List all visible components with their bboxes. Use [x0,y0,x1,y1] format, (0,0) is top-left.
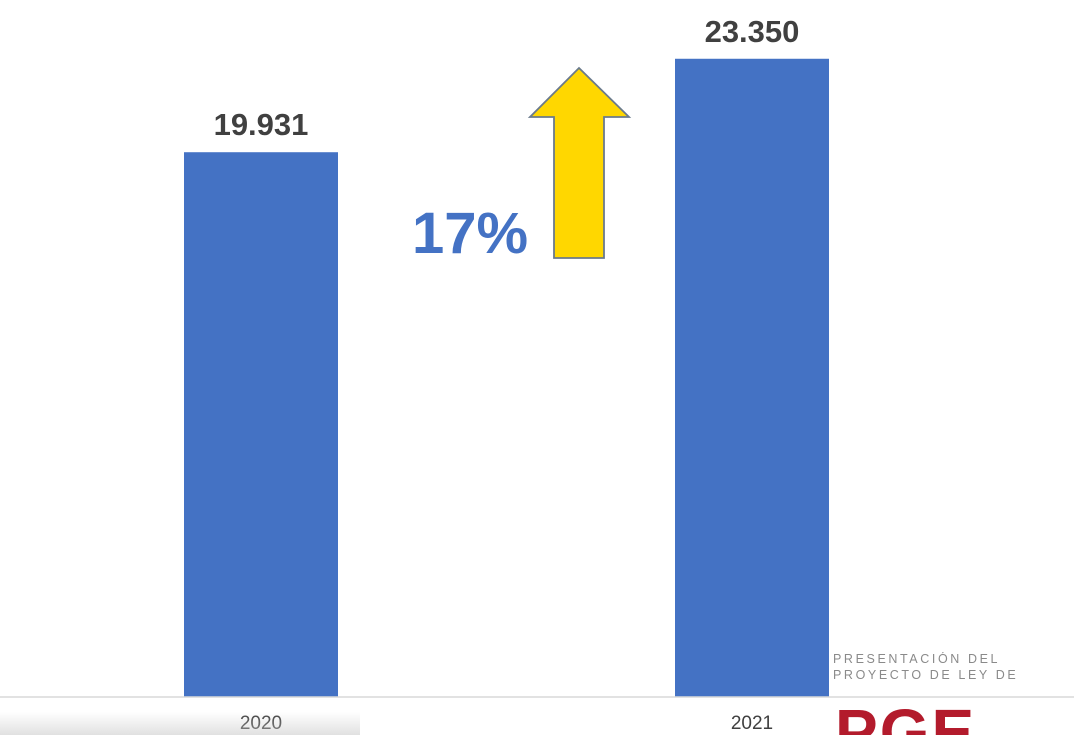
pge-logo: PGE [835,700,1074,735]
logo-caption-line-1: PRESENTACIÓN DEL [833,652,1001,666]
growth-percentage-label: 17% [412,201,528,266]
up-arrow-icon [527,66,632,259]
bar-value-label-2020: 19.931 [214,107,309,142]
bottom-shadow [0,712,360,735]
bar-2020 [184,152,338,697]
bars-group [184,58,829,698]
bar-2021 [675,58,829,698]
x-tick-label-2021: 2021 [731,713,773,734]
logo-caption-line-2: PROYECTO DE LEY DE [833,668,1019,682]
bar-value-labels: 19.931 23.350 [214,14,800,142]
bar-value-label-2021: 23.350 [705,14,800,49]
